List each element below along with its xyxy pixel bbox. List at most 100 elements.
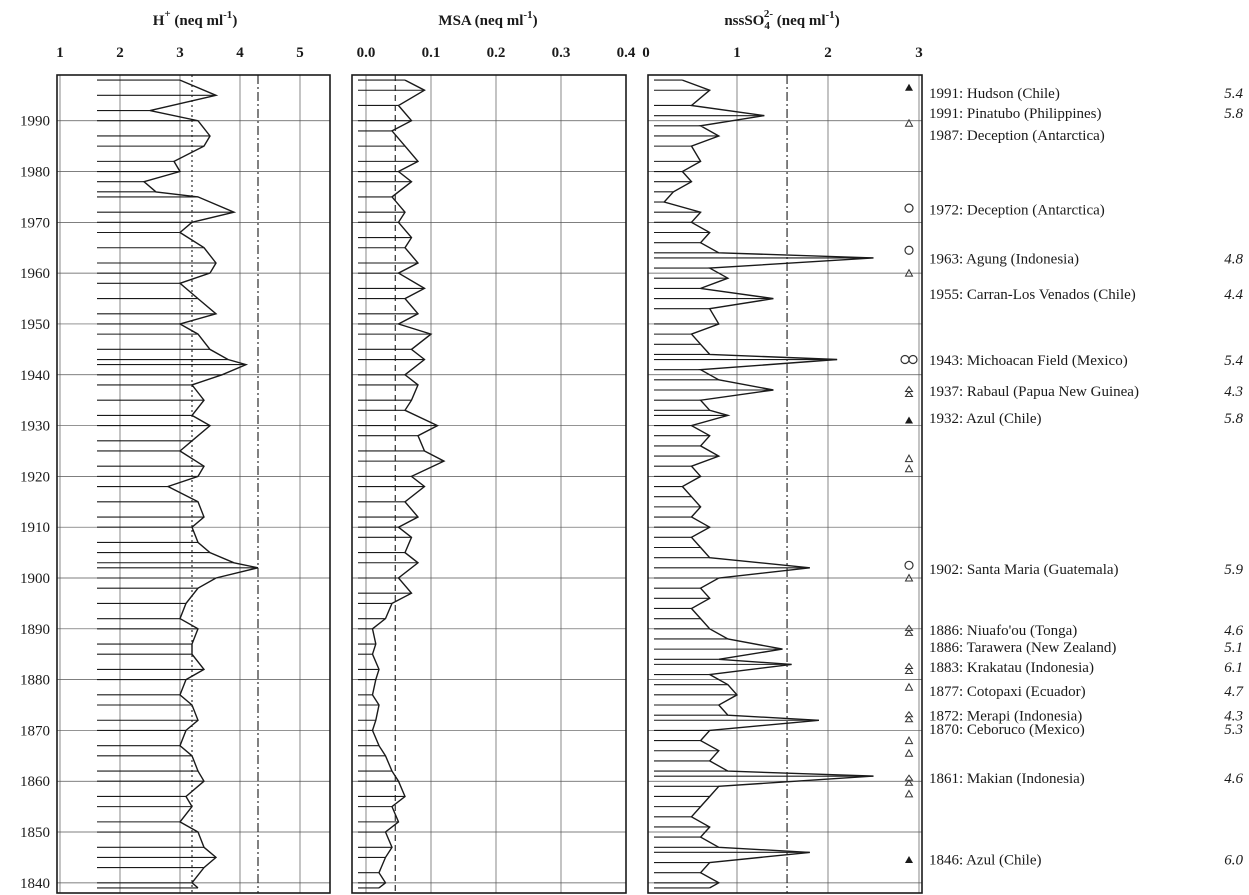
eruption-vei: 4.8	[1224, 251, 1243, 267]
title-unit: (neq ml	[773, 13, 826, 29]
x-tick-label: 0.0	[357, 45, 376, 61]
eruption-label: 1902: Santa Maria (Guatemala)	[929, 562, 1119, 578]
x-tick-label: 2	[824, 45, 832, 61]
series-line	[662, 79, 874, 889]
x-tick-label: 4	[236, 45, 244, 61]
y-tick-label: 1970	[20, 215, 50, 231]
marker-filled-triangle	[905, 416, 913, 424]
y-tick-label: 1950	[20, 317, 50, 333]
eruption-vei: 4.6	[1224, 771, 1243, 787]
title-unit: (neq ml	[471, 13, 524, 29]
marker-open-circle	[904, 245, 914, 255]
marker-open-triangle	[904, 464, 914, 473]
marker-open-triangle	[904, 682, 914, 691]
x-tick-label: 5	[296, 45, 304, 61]
y-tick-label: 1980	[20, 165, 50, 181]
title-unit: (neq ml	[171, 13, 224, 29]
eruption-label: 1991: Pinatubo (Philippines)	[929, 106, 1102, 122]
y-tick-label: 1920	[20, 469, 50, 485]
y-tick-label: 1840	[20, 876, 50, 892]
marker-open-triangle	[904, 789, 914, 798]
eruption-label: 1987: Deception (Antarctica)	[929, 128, 1105, 144]
volcano-markers	[900, 83, 918, 863]
eruption-label: 1932: Azul (Chile)	[929, 411, 1042, 427]
eruption-label: 1943: Michoacan Field (Mexico)	[929, 353, 1128, 369]
title-main: nssSO	[724, 13, 764, 29]
title-sub: 4	[764, 20, 770, 32]
eruption-vei: 5.4	[1224, 353, 1243, 369]
title-main: H	[153, 13, 165, 29]
eruption-label: 1846: Azul (Chile)	[929, 852, 1042, 868]
eruption-label: 1963: Agung (Indonesia)	[929, 251, 1079, 267]
marker-open-circle	[908, 354, 918, 365]
title-close: )	[533, 13, 538, 29]
series-line	[142, 79, 259, 889]
panel-title: H+ (neq ml-1)	[153, 8, 238, 29]
eruption-vei: 6.0	[1224, 852, 1243, 868]
marker-stacked-triangle	[904, 662, 914, 674]
eruption-vei: 4.3	[1224, 709, 1243, 725]
y-tick-label: 1900	[20, 571, 50, 587]
title-sup: 2-	[764, 8, 774, 20]
x-tick-label: 1	[56, 45, 64, 61]
y-tick-label: 1890	[20, 622, 50, 638]
x-tick-label: 0.2	[487, 45, 506, 61]
eruption-vei: 5.3	[1224, 722, 1243, 738]
panel-title: MSA (neq ml-1)	[438, 9, 537, 29]
title-unit-sup: -1	[223, 9, 232, 21]
title-close: )	[232, 13, 237, 29]
y-tick-label: 1910	[20, 520, 50, 536]
eruption-label: 1972: Deception (Antarctica)	[929, 203, 1105, 219]
eruption-vei: 4.3	[1224, 384, 1243, 400]
marker-stacked-triangle	[904, 774, 914, 786]
marker-filled-triangle	[905, 83, 913, 91]
marker-open-circle	[904, 203, 914, 213]
panel-3: nssSO42- (neq ml-1) 0 1 2 3	[642, 8, 923, 894]
x-tick-label: 0.4	[617, 45, 636, 61]
x-tick-label: 0.1	[422, 45, 441, 61]
eruption-event-list: 1991: Hudson (Chile) 5.4 1991: Pinatubo (P…	[929, 86, 1245, 869]
eruption-label: 1861: Makian (Indonesia)	[929, 771, 1085, 787]
series-line	[371, 79, 446, 889]
x-tick-label: 1	[733, 45, 741, 61]
eruption-label: 1937: Rabaul (Papua New Guinea)	[929, 384, 1139, 400]
y-tick-label: 1880	[20, 673, 50, 689]
title-unit-sup: -1	[523, 9, 532, 21]
eruption-label: 1886: Tarawera (New Zealand)	[929, 640, 1116, 656]
marker-stacked-triangle	[904, 710, 914, 723]
y-tick-label: 1960	[20, 266, 50, 282]
marker-open-triangle	[904, 118, 914, 127]
marker-open-triangle	[904, 573, 914, 582]
eruption-label: 1955: Carran-Los Venados (Chile)	[929, 287, 1136, 303]
y-tick-label: 1850	[20, 825, 50, 841]
x-tick-label: 0.3	[552, 45, 571, 61]
marker-open-triangle	[904, 454, 914, 463]
eruption-vei: 4.6	[1224, 623, 1243, 639]
eruption-label: 1991: Hudson (Chile)	[929, 86, 1060, 102]
x-tick-label: 3	[176, 45, 184, 61]
y-tick-label: 1990	[20, 114, 50, 130]
x-tick-label: 2	[116, 45, 124, 61]
marker-open-circle	[900, 354, 910, 365]
marker-open-triangle	[904, 748, 914, 757]
y-tick-label: 1940	[20, 368, 50, 384]
title-main: MSA	[438, 13, 472, 29]
eruption-vei: 4.4	[1224, 287, 1243, 303]
eruption-vei: 4.7	[1224, 684, 1244, 700]
marker-open-triangle	[904, 268, 914, 277]
panel-1: H+ (neq ml-1) 1 2 3 4 5 1840 1850 1860 1870 1880 18…	[20, 8, 331, 894]
panel-title: nssSO42- (neq ml-1)	[724, 8, 839, 32]
eruption-label: 1877: Cotopaxi (Ecuador)	[929, 684, 1086, 700]
x-tick-label: 0	[642, 45, 650, 61]
x-tick-label: 3	[915, 45, 923, 61]
marker-open-triangle	[904, 736, 914, 745]
title-unit-sup: -1	[826, 9, 835, 21]
marker-stacked-triangle	[904, 385, 914, 398]
marker-stacked-triangle	[904, 624, 914, 636]
eruption-vei: 5.8	[1224, 106, 1243, 122]
eruption-label: 1886: Niuafo'ou (Tonga)	[929, 623, 1077, 639]
eruption-label: 1883: Krakatau (Indonesia)	[929, 660, 1094, 676]
panel-frame	[56, 74, 331, 894]
marker-open-circle	[904, 560, 914, 570]
marker-filled-triangle	[905, 855, 913, 863]
